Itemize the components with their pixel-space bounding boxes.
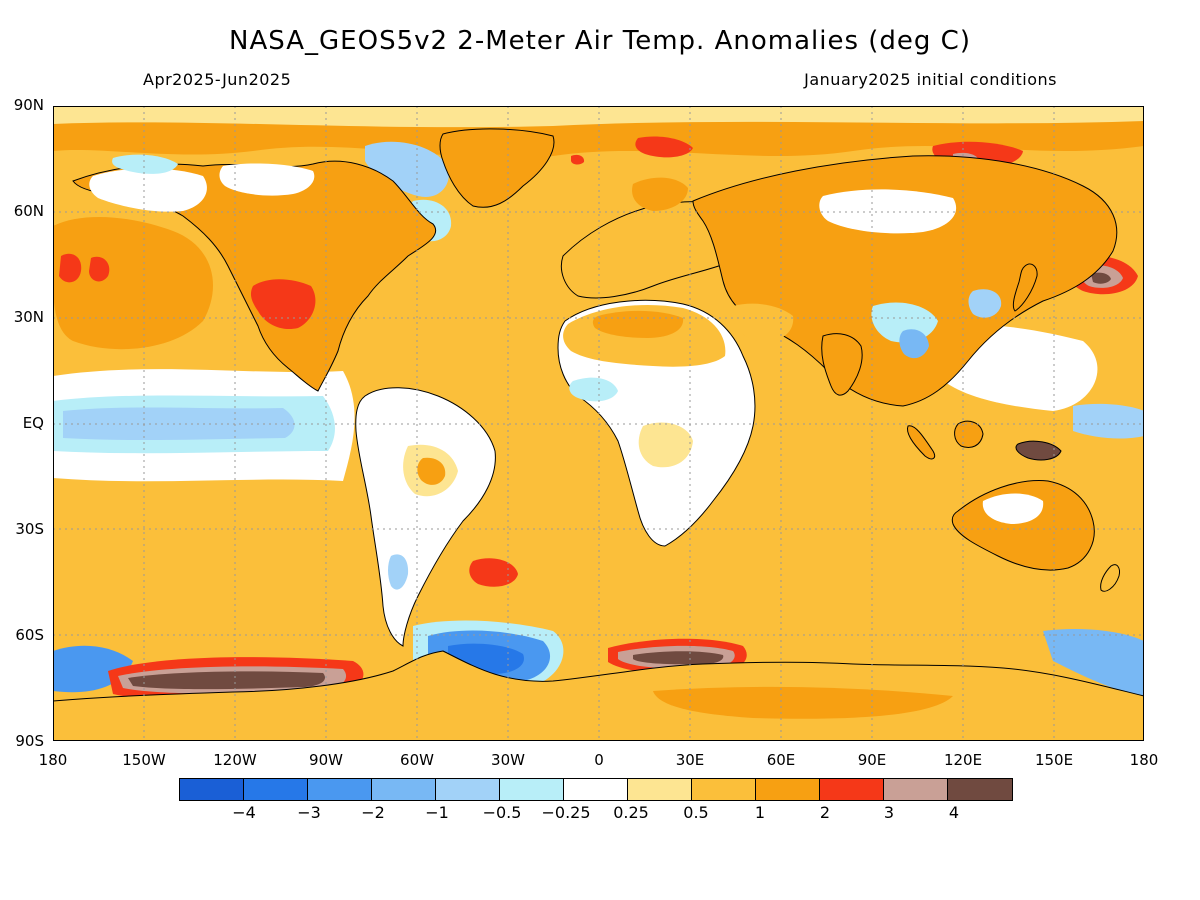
forecast-period: Apr2025-Jun2025 <box>143 70 292 89</box>
alaska-neutral <box>89 168 207 212</box>
lat-label-60s: 60S <box>15 626 44 644</box>
map-title: NASA_GEOS5v2 2-Meter Air Temp. Anomalies… <box>229 26 971 56</box>
colorbar-label: 0.5 <box>683 803 709 822</box>
colorbar-label: −4 <box>232 803 256 822</box>
colorbar-label: −0.25 <box>541 803 591 822</box>
colorbar-swatch <box>756 779 820 800</box>
colorbar-swatch <box>884 779 948 800</box>
nw-pacific-extreme <box>1091 272 1111 284</box>
map-frame <box>53 106 1144 741</box>
indian-ocean-sector-extreme <box>633 651 724 665</box>
lat-label-60n: 60N <box>13 202 44 220</box>
north-america-land <box>72 160 436 392</box>
colorbar-label: −1 <box>425 803 449 822</box>
lon-label-0: 0 <box>594 751 604 769</box>
colorbar-label: 1 <box>754 803 766 822</box>
colorbar-swatch <box>692 779 756 800</box>
colorbar-swatch <box>372 779 436 800</box>
lon-label-120e: 120E <box>943 751 983 769</box>
labrador-cool <box>365 141 449 197</box>
siberia-neutral <box>819 189 957 234</box>
colorbar-label: 3 <box>883 803 895 822</box>
colorbar-swatch <box>308 779 372 800</box>
borneo-land <box>954 420 984 448</box>
scandinavia-orange <box>632 177 688 211</box>
india-land <box>821 333 863 396</box>
colorbar-swatch <box>180 779 244 800</box>
arctic-pale-band <box>53 106 1144 128</box>
tropical-pacific-cold <box>63 407 295 441</box>
patagonia-cool <box>388 554 409 590</box>
colorbar-label: 2 <box>819 803 831 822</box>
colorbar-swatch <box>820 779 884 800</box>
se-asia-cold <box>899 329 929 359</box>
lon-label-30e: 30E <box>675 751 705 769</box>
lat-label-eq: EQ <box>22 414 44 432</box>
alaska-cool <box>112 154 178 174</box>
colorbar-swatch <box>500 779 564 800</box>
lat-label-90s: 90S <box>15 732 44 750</box>
lon-label-60w: 60W <box>400 751 434 769</box>
colorbar-label: −0.5 <box>482 803 522 822</box>
amundsen-extreme <box>128 671 325 690</box>
colorbar-label: 4 <box>948 803 960 822</box>
south-atlantic-hot <box>469 558 518 587</box>
lon-label-30w: 30W <box>491 751 525 769</box>
lon-label-120w: 120W <box>213 751 257 769</box>
lon-label-180w: 180 <box>38 751 68 769</box>
colorbar-swatch <box>244 779 308 800</box>
australia-neutral <box>982 493 1044 524</box>
usa-southwest-hot <box>250 279 316 330</box>
antarctica-interior-warm <box>653 686 953 719</box>
lat-label-30n: 30N <box>13 308 44 326</box>
north-pacific-hot <box>59 253 82 283</box>
lon-label-90e: 90E <box>857 751 887 769</box>
north-pacific-warm <box>53 216 213 350</box>
lon-label-90w: 90W <box>309 751 343 769</box>
lon-label-150w: 150W <box>122 751 166 769</box>
lon-label-60e: 60E <box>766 751 796 769</box>
japan-land <box>1012 263 1038 312</box>
sumatra-land <box>906 425 936 460</box>
lat-label-90n: 90N <box>13 96 44 114</box>
initial-conditions: January2025 initial conditions <box>804 70 1057 89</box>
colorbar-label: −2 <box>361 803 385 822</box>
colorbar-label: −3 <box>297 803 321 822</box>
east-china-cool <box>968 289 1002 318</box>
new-zealand-land <box>1100 564 1120 592</box>
barents-hot <box>635 136 693 158</box>
central-africa-warm <box>638 422 693 468</box>
colorbar <box>179 778 1013 801</box>
lon-label-150e: 150E <box>1034 751 1074 769</box>
norwegian-sea-hot <box>571 154 585 165</box>
graticule <box>53 106 1144 741</box>
asia-land <box>692 155 1118 407</box>
colorbar-label: 0.25 <box>613 803 649 822</box>
new-guinea-land <box>1015 440 1062 461</box>
greenland-land <box>439 128 555 208</box>
lon-label-180e: 180 <box>1129 751 1159 769</box>
north-pacific-hot-2 <box>89 256 110 282</box>
colorbar-swatch <box>948 779 1012 800</box>
lat-label-30s: 30S <box>15 520 44 538</box>
east-tropical-pacific-cool <box>1073 403 1144 439</box>
east-antarctic-cool <box>1043 629 1144 696</box>
colorbar-swatch <box>628 779 692 800</box>
sahel-cool <box>569 377 618 402</box>
colorbar-swatch <box>436 779 500 800</box>
anomaly-map <box>53 106 1144 741</box>
middle-east-warm <box>733 303 794 342</box>
south-america-orange <box>417 457 446 485</box>
canada-north-neutral <box>219 163 315 196</box>
colorbar-swatch <box>564 779 628 800</box>
